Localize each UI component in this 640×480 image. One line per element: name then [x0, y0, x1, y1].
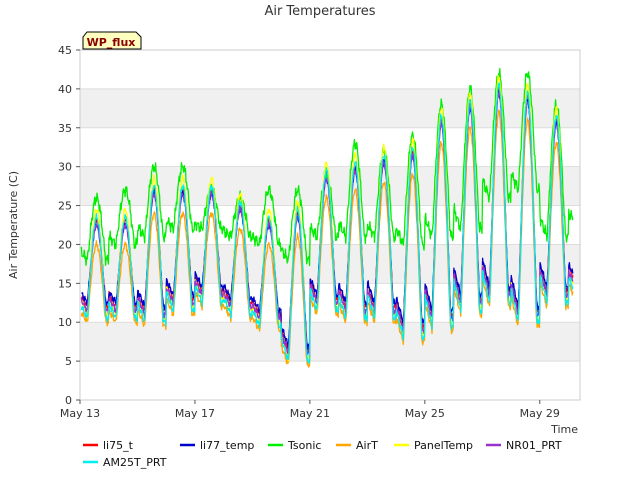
y-tick-label: 30 — [58, 161, 72, 174]
badge-label: WP_flux — [87, 36, 136, 49]
legend-label: PanelTemp — [414, 439, 473, 452]
legend-label: AirT — [356, 439, 378, 452]
y-tick-label: 35 — [58, 122, 72, 135]
x-tick-label: May 29 — [520, 407, 560, 420]
badge-shape — [82, 31, 142, 50]
x-tick-label: May 17 — [175, 407, 215, 420]
plot-frame — [79, 49, 581, 401]
legend-label: NR01_PRT — [506, 439, 562, 452]
y-tick-label: 45 — [58, 44, 72, 57]
y-axis-label: Air Temperature (C) — [7, 171, 20, 279]
y-tick-label: 40 — [58, 83, 72, 96]
x-tick-label: May 25 — [405, 407, 445, 420]
legend-label: li75_t — [103, 439, 134, 452]
x-axis-label: Time — [550, 423, 578, 436]
legend-label: li77_temp — [200, 439, 254, 452]
legend-label: Tsonic — [287, 439, 321, 452]
grid-band — [80, 88, 580, 128]
series-lines — [80, 67, 574, 368]
x-tick-label: May 13 — [60, 407, 100, 420]
badge: WP_flux — [82, 31, 142, 50]
y-tick-label: 0 — [65, 394, 72, 407]
y-tick-label: 15 — [58, 277, 72, 290]
grid-band — [80, 244, 580, 284]
x-axis-ticks: May 13 May 17 May 21 May 25 May 29 — [60, 400, 560, 420]
y-tick-label: 20 — [58, 238, 72, 251]
legend-label: AM25T_PRT — [103, 456, 167, 469]
legend: li75_t li77_temp Tsonic AirT PanelTemp NR01_P… — [83, 439, 562, 469]
grid-band — [80, 322, 580, 362]
y-axis-ticks: 0 5 10 15 20 25 30 35 40 45 — [58, 44, 80, 407]
y-tick-label: 5 — [65, 355, 72, 368]
chart-title: Air Temperatures — [264, 4, 375, 19]
y-tick-label: 25 — [58, 200, 72, 213]
series-line-am25t_prt — [80, 82, 574, 364]
y-tick-label: 10 — [58, 316, 72, 329]
x-tick-label: May 21 — [290, 407, 330, 420]
